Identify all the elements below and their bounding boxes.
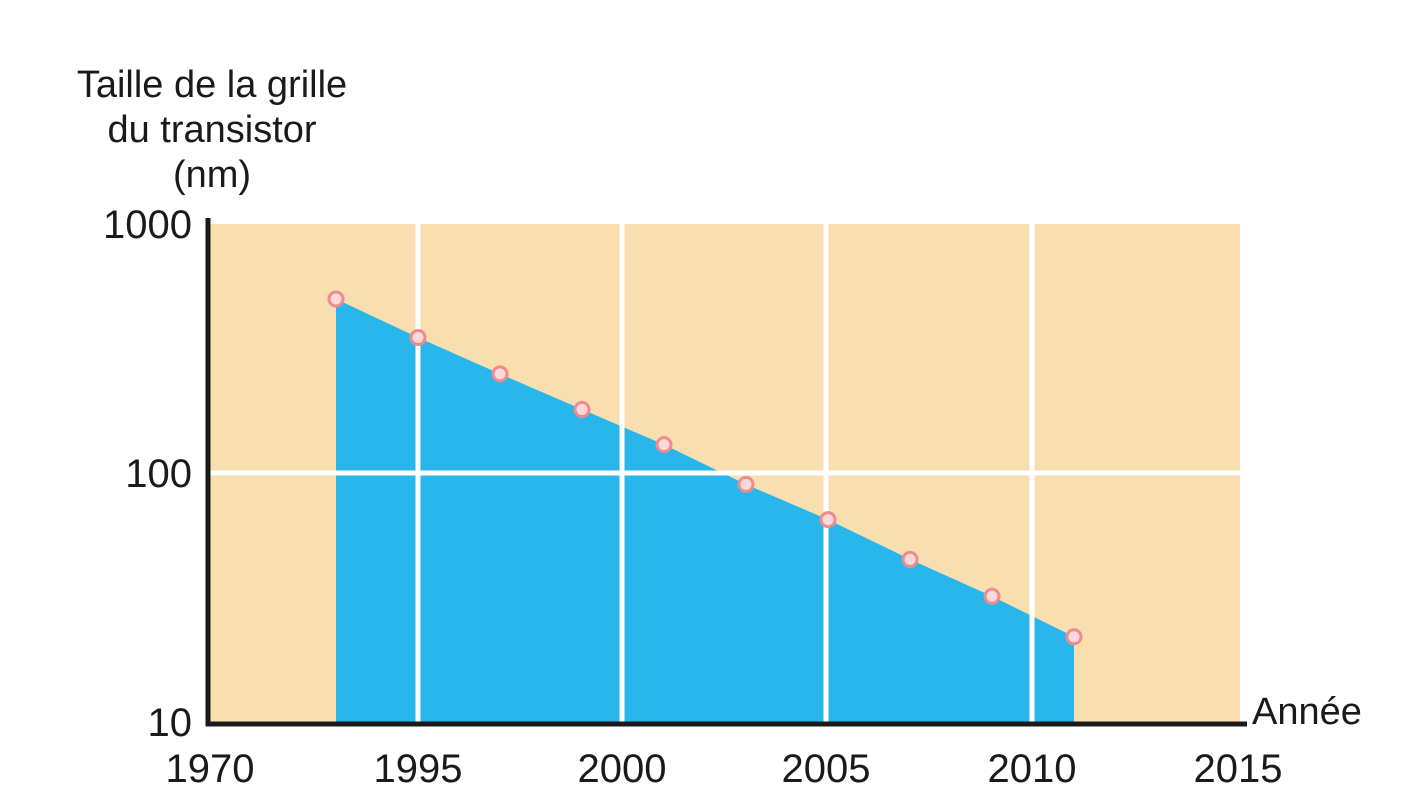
x-tick-label-2005: 2005 [782,747,871,791]
y-tick-label-100: 100 [125,452,192,496]
y-axis-label-line-2: du transistor [107,109,316,151]
y-tick-label-10: 10 [148,701,193,745]
data-point-2009 [983,587,1001,605]
y-axis-label-line-1: Taille de la grille [77,64,347,106]
data-point-2011 [1065,628,1083,646]
x-tick-label-1970: 1970 [166,747,255,791]
x-tick-label-2000: 2000 [578,747,667,791]
series-area [336,298,1074,722]
data-point-2005 [819,511,837,529]
data-point-1999 [573,400,591,418]
data-point-2007 [901,550,919,568]
data-point-1997 [491,365,509,383]
x-tick-label-1995: 1995 [374,747,463,791]
data-point-1995 [409,329,427,347]
data-point-2003 [737,475,755,493]
data-point-2001 [655,436,673,454]
y-tick-label-1000: 1000 [103,203,192,247]
x-tick-label-2010: 2010 [988,747,1077,791]
data-point-1993 [327,290,345,308]
x-tick-label-2015: 2015 [1194,747,1283,791]
y-axis-label-line-3: (nm) [173,154,251,196]
x-axis-label: Année [1252,691,1362,733]
